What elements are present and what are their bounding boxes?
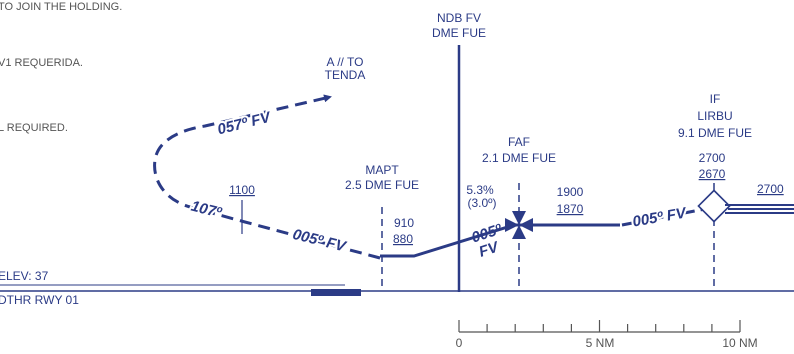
glide-angle: (3.0º) [467,196,496,210]
elevation-label: ELEV: 37 [0,269,49,283]
course-005-missed-label: 005º FV [291,226,349,256]
if-dme-label: 9.1 DME FUE [678,126,752,140]
scale-ten: 10 NM [722,336,757,350]
altitude-1100: 1100 [229,183,255,197]
mapt-altitude: 910 [394,216,414,230]
note-requerida: V1 REQUERIDA. [0,57,83,69]
scale-five: 5 NM [586,336,615,350]
mapt-label: MAPT [365,163,399,177]
threshold-label: DTHR RWY 01 [0,293,79,307]
segment-altitude-ref: 1870 [557,202,584,216]
missed-approach-label-2: TENDA [325,68,366,82]
mapt-altitude-ref: 880 [393,232,413,246]
mapt-dme-label: 2.5 DME FUE [345,178,419,192]
faf-label: FAF [508,135,530,149]
glide-gradient: 5.3% [466,183,494,197]
if-altitude: 2700 [699,151,726,165]
if-name: LIRBU [697,109,732,123]
course-005-intermediate-label: 005º FV [631,204,689,230]
note-join-holding: TO JOIN THE HOLDING. [0,1,122,13]
scale-zero: 0 [456,336,463,350]
faf-dme-label: 2.1 DME FUE [482,151,556,165]
altitude-2700-right: 2700 [757,182,784,196]
intermediate-segment [621,207,706,227]
course-057-label: 057º FV [216,108,274,138]
distance-scale [458,320,741,333]
ndb-label: NDB FV [437,11,481,25]
runway-bar [311,289,361,296]
course-107-label: 107º [189,198,224,222]
segment-altitude: 1900 [557,185,584,199]
missed-approach-label: A // TO [327,55,364,69]
ndb-dme-label: DME FUE [432,26,486,40]
faf-maltese-cross-icon [505,211,533,239]
if-waypoint-diamond-icon [697,189,731,223]
final-course-fv: FV [477,238,502,261]
if-altitude-ref: 2670 [699,167,726,181]
missed-approach-path [153,94,381,260]
final-approach-profile [380,223,620,258]
note-required: L REQUIRED. [0,122,68,134]
if-label: IF [710,92,721,106]
